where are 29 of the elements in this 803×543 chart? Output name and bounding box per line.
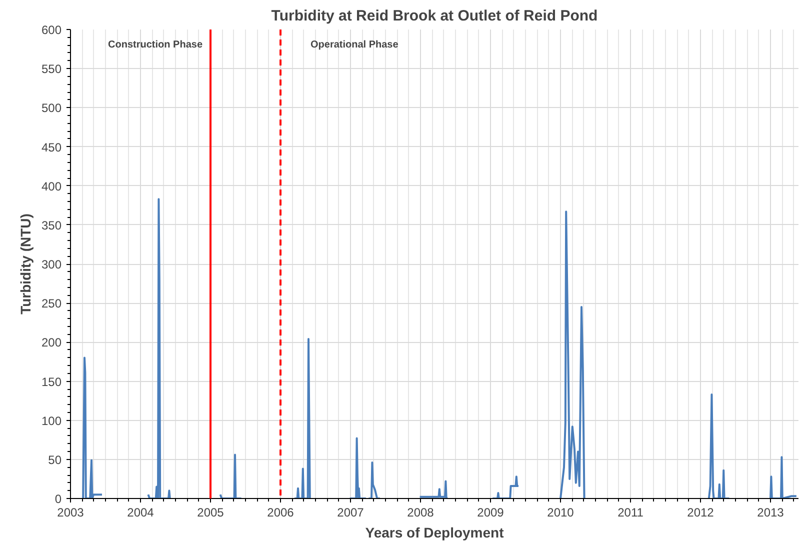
y-tick-label: 450: [41, 140, 62, 154]
y-tick-label: 200: [41, 336, 62, 350]
x-tick-label: 2011: [618, 506, 644, 520]
y-tick-label: 300: [41, 258, 62, 272]
y-tick-label: 250: [41, 296, 62, 311]
x-tick-label: 2008: [407, 506, 434, 520]
x-tick-label: 2005: [197, 506, 224, 520]
y-tick-label: 500: [41, 101, 62, 116]
y-tick-label: 150: [41, 374, 62, 389]
y-tick-label: 100: [41, 414, 62, 428]
x-tick-label: 2007: [337, 506, 364, 520]
x-tick-label: 2013: [757, 506, 784, 520]
y-tick-label: 400: [41, 179, 62, 194]
x-axis-title: Years of Deployment: [365, 524, 504, 540]
x-tick-label: 2004: [127, 506, 154, 520]
chart-title: Turbidity at Reid Brook at Outlet of Reid Pond: [271, 8, 598, 24]
x-tick-label: 2010: [547, 506, 574, 520]
y-tick-label: 600: [41, 23, 62, 37]
x-tick-label: 2012: [687, 506, 714, 520]
y-axis-title: Turbidity (NTU): [17, 214, 34, 314]
y-tick-label: 350: [41, 218, 62, 232]
ref-line-label: Construction Phase: [108, 40, 203, 50]
y-tick-label: 0: [54, 492, 62, 506]
x-tick-label: 2003: [57, 506, 84, 520]
x-tick-label: 2006: [267, 506, 294, 520]
x-tick-label: 2009: [477, 506, 504, 520]
y-tick-label: 550: [41, 62, 62, 76]
y-tick-label: 50: [48, 452, 62, 467]
ref-line-label: Operational Phase: [310, 40, 399, 50]
